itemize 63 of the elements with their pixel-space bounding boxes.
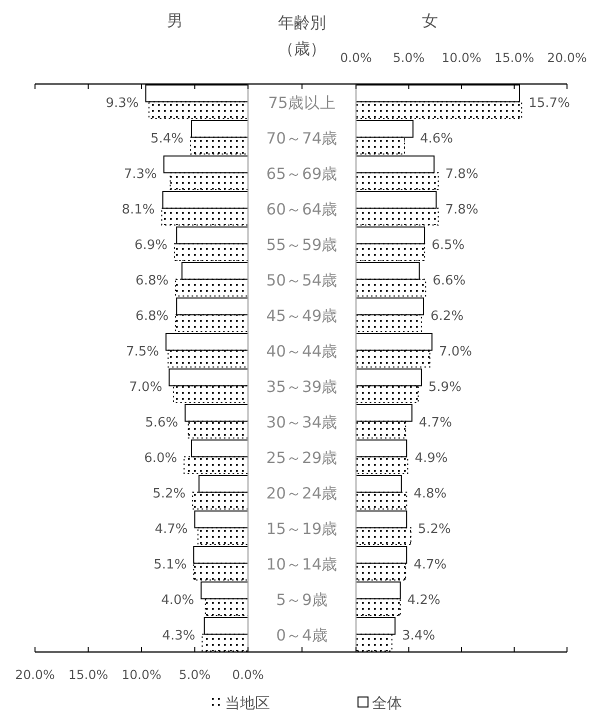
data-label: 5.2% xyxy=(152,486,186,502)
data-label: 5.9% xyxy=(428,380,462,395)
data-label: 3.4% xyxy=(402,628,436,644)
legend-label: 当地区 xyxy=(225,694,270,712)
y-tick-label: 40～44歳 xyxy=(266,342,338,360)
data-label: 4.7% xyxy=(154,522,188,537)
data-label: 8.1% xyxy=(122,202,155,218)
y-axis-title: 年齢別（歳） xyxy=(277,12,327,60)
data-label: 4.6% xyxy=(420,131,453,146)
chart-title: 女 xyxy=(422,11,438,30)
x-tick-label: 15.0% xyxy=(494,50,534,65)
y-tick-label: 15～19歳 xyxy=(266,520,338,538)
y-tick-label: 0～4歳 xyxy=(276,626,328,644)
y-tick-label: 25～29歳 xyxy=(266,448,338,467)
data-label: 6.9% xyxy=(134,238,168,253)
x-tick-label: 20.0% xyxy=(15,667,55,682)
y-tick-label: 55～59歳 xyxy=(266,236,338,254)
data-label: 7.5% xyxy=(126,344,159,360)
x-tick-label: 0.0% xyxy=(232,667,264,682)
data-label: 7.0% xyxy=(129,380,162,395)
data-label: 6.6% xyxy=(432,273,466,288)
data-label: 7.8% xyxy=(445,166,478,182)
data-label: 4.8% xyxy=(414,486,447,502)
x-tick-label: 15.0% xyxy=(68,667,108,682)
data-label: 5.6% xyxy=(145,415,178,430)
data-label: 6.5% xyxy=(432,238,465,253)
data-label: 4.0% xyxy=(161,592,194,608)
x-tick-label: 20.0% xyxy=(547,50,587,65)
y-tick-label: 75歳以上 xyxy=(268,94,336,112)
data-label: 5.4% xyxy=(150,131,184,146)
data-label: 7.3% xyxy=(124,166,157,182)
data-label: 4.7% xyxy=(418,415,452,430)
data-label: 4.2% xyxy=(407,592,440,608)
data-label: 7.8% xyxy=(445,202,478,218)
chart-title: 男 xyxy=(167,11,183,30)
data-label: 6.8% xyxy=(136,308,169,324)
y-tick-label: 60～64歳 xyxy=(266,200,338,218)
x-tick-label: 10.0% xyxy=(442,50,482,65)
x-tick-label: 10.0% xyxy=(122,667,162,682)
data-label: 4.3% xyxy=(162,628,196,644)
y-tick-label: 70～74歳 xyxy=(266,129,338,148)
x-tick-label: 5.0% xyxy=(392,50,425,65)
y-tick-label: 10～14歳 xyxy=(266,555,338,574)
data-label: 9.3% xyxy=(106,96,139,111)
x-tick-label: 0.0% xyxy=(340,50,372,65)
y-tick-label: 5～9歳 xyxy=(276,590,328,609)
y-tick-label: 50～54歳 xyxy=(266,271,338,290)
data-label: 4.7% xyxy=(414,557,447,572)
data-label: 6.8% xyxy=(136,273,169,288)
legend-label: 全体 xyxy=(372,694,402,712)
y-tick-label: 45～49歳 xyxy=(266,306,338,325)
data-label: 5.2% xyxy=(418,522,451,537)
y-tick-label: 65～69歳 xyxy=(266,164,338,183)
x-tick-label: 5.0% xyxy=(178,667,211,682)
y-tick-label: 20～24歳 xyxy=(266,484,338,502)
data-label: 15.7% xyxy=(528,96,570,111)
data-label: 4.9% xyxy=(414,450,448,466)
data-label: 7.0% xyxy=(438,344,472,360)
data-label: 6.2% xyxy=(430,308,464,324)
y-tick-label: 35～39歳 xyxy=(266,378,338,396)
data-label: 6.0% xyxy=(144,450,178,466)
data-label: 5.1% xyxy=(154,557,187,572)
y-tick-label: 30～34歳 xyxy=(266,413,338,432)
